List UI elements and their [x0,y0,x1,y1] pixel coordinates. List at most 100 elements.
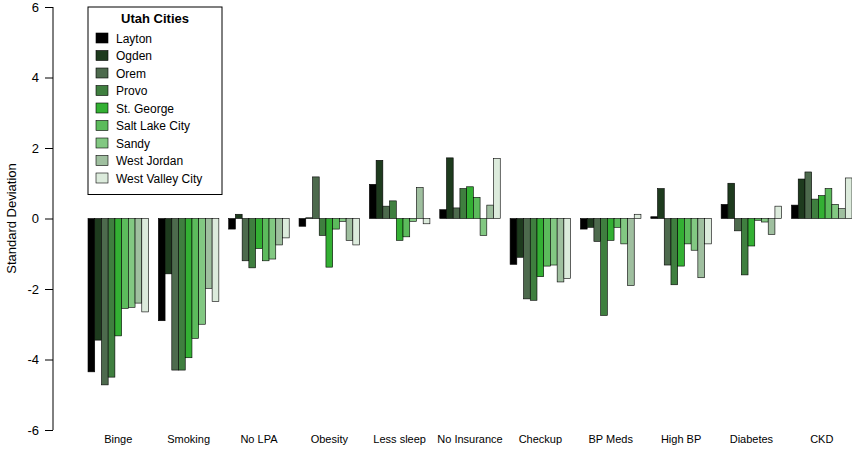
bar [440,210,447,219]
bar [383,206,390,218]
legend-label: Ogden [116,49,152,63]
bar [671,219,678,285]
bar [768,219,775,235]
tick: Smoking [167,433,210,445]
tick-label: -4 [27,352,39,367]
bar [135,219,142,304]
bar [651,217,658,219]
bar [741,219,748,275]
bar [319,219,326,236]
bar [376,160,383,218]
bar [805,172,812,219]
tick: -4 [27,352,53,367]
bar [544,219,551,267]
bar [212,219,219,302]
bar [664,219,671,266]
bar [229,219,236,230]
tick-label: Less sleep [373,433,426,445]
bar [339,219,346,222]
legend-label: West Valley City [116,172,202,186]
bar [158,219,165,321]
legend-label: Layton [116,32,152,46]
bar [839,209,846,219]
tick: 4 [32,70,53,85]
tick: -2 [27,282,53,297]
legend-label: Orem [116,67,146,81]
series [128,204,838,324]
tick: Diabetes [730,433,774,445]
bar [416,187,423,218]
bar [628,219,635,286]
tick-label: CKD [810,433,833,445]
bar [748,219,755,246]
bar [460,189,467,219]
bar [517,219,524,258]
bar [735,219,742,231]
bar [705,219,712,244]
series [95,158,805,340]
tick-mark [45,7,53,8]
bar [88,219,95,372]
legend-swatch [96,173,108,183]
tick-mark [45,360,53,361]
bar [791,205,798,218]
series [122,189,832,339]
tick: Less sleep [373,433,426,445]
bar [510,219,517,265]
bar [235,214,242,218]
bar [346,219,353,241]
bar [282,219,289,238]
bar [678,219,685,267]
bar [262,219,269,261]
bar [95,219,102,341]
legend-title: Utah Cities [121,11,189,26]
bar [165,219,172,274]
tick-label: Smoking [167,433,210,445]
tick: -6 [27,423,53,438]
series [142,159,852,312]
tick: 2 [32,141,53,156]
bar [312,177,319,219]
bar [299,219,306,227]
bar [658,189,665,219]
tick-label: Binge [104,433,132,445]
legend-swatch [96,51,108,61]
bar [326,219,333,268]
bar [601,219,608,316]
legend-swatch [96,33,108,43]
bar [480,219,487,236]
bar [333,219,340,230]
bar [276,219,283,245]
legend-swatch [96,103,108,113]
series [115,187,825,358]
bar [205,219,212,289]
bar [423,219,430,224]
bar [550,219,557,266]
tick: 6 [32,0,53,15]
legend-label: Sandy [116,137,150,151]
bar [185,219,192,358]
tick-label: 4 [32,70,39,85]
y-axis: -6-4-20246 [27,0,53,438]
tick-mark [45,430,53,431]
tick-mark [45,78,53,79]
bar [242,219,249,261]
bar [306,217,313,219]
tick-label: No LPA [240,433,278,445]
legend-label: Salt Lake City [116,119,190,133]
series [101,172,811,385]
tick-label: -2 [27,282,39,297]
bar [728,183,735,218]
bar [128,219,135,308]
legend-swatch [96,121,108,131]
bar [494,159,501,219]
tick-label: 6 [32,0,39,15]
legend-label: West Jordan [116,154,183,168]
bar [798,179,805,218]
bar [369,184,376,218]
tick-label: Checkup [519,433,562,445]
tick-label: -6 [27,423,39,438]
tick-mark [45,219,53,220]
bar [832,204,839,218]
bar [684,219,691,244]
